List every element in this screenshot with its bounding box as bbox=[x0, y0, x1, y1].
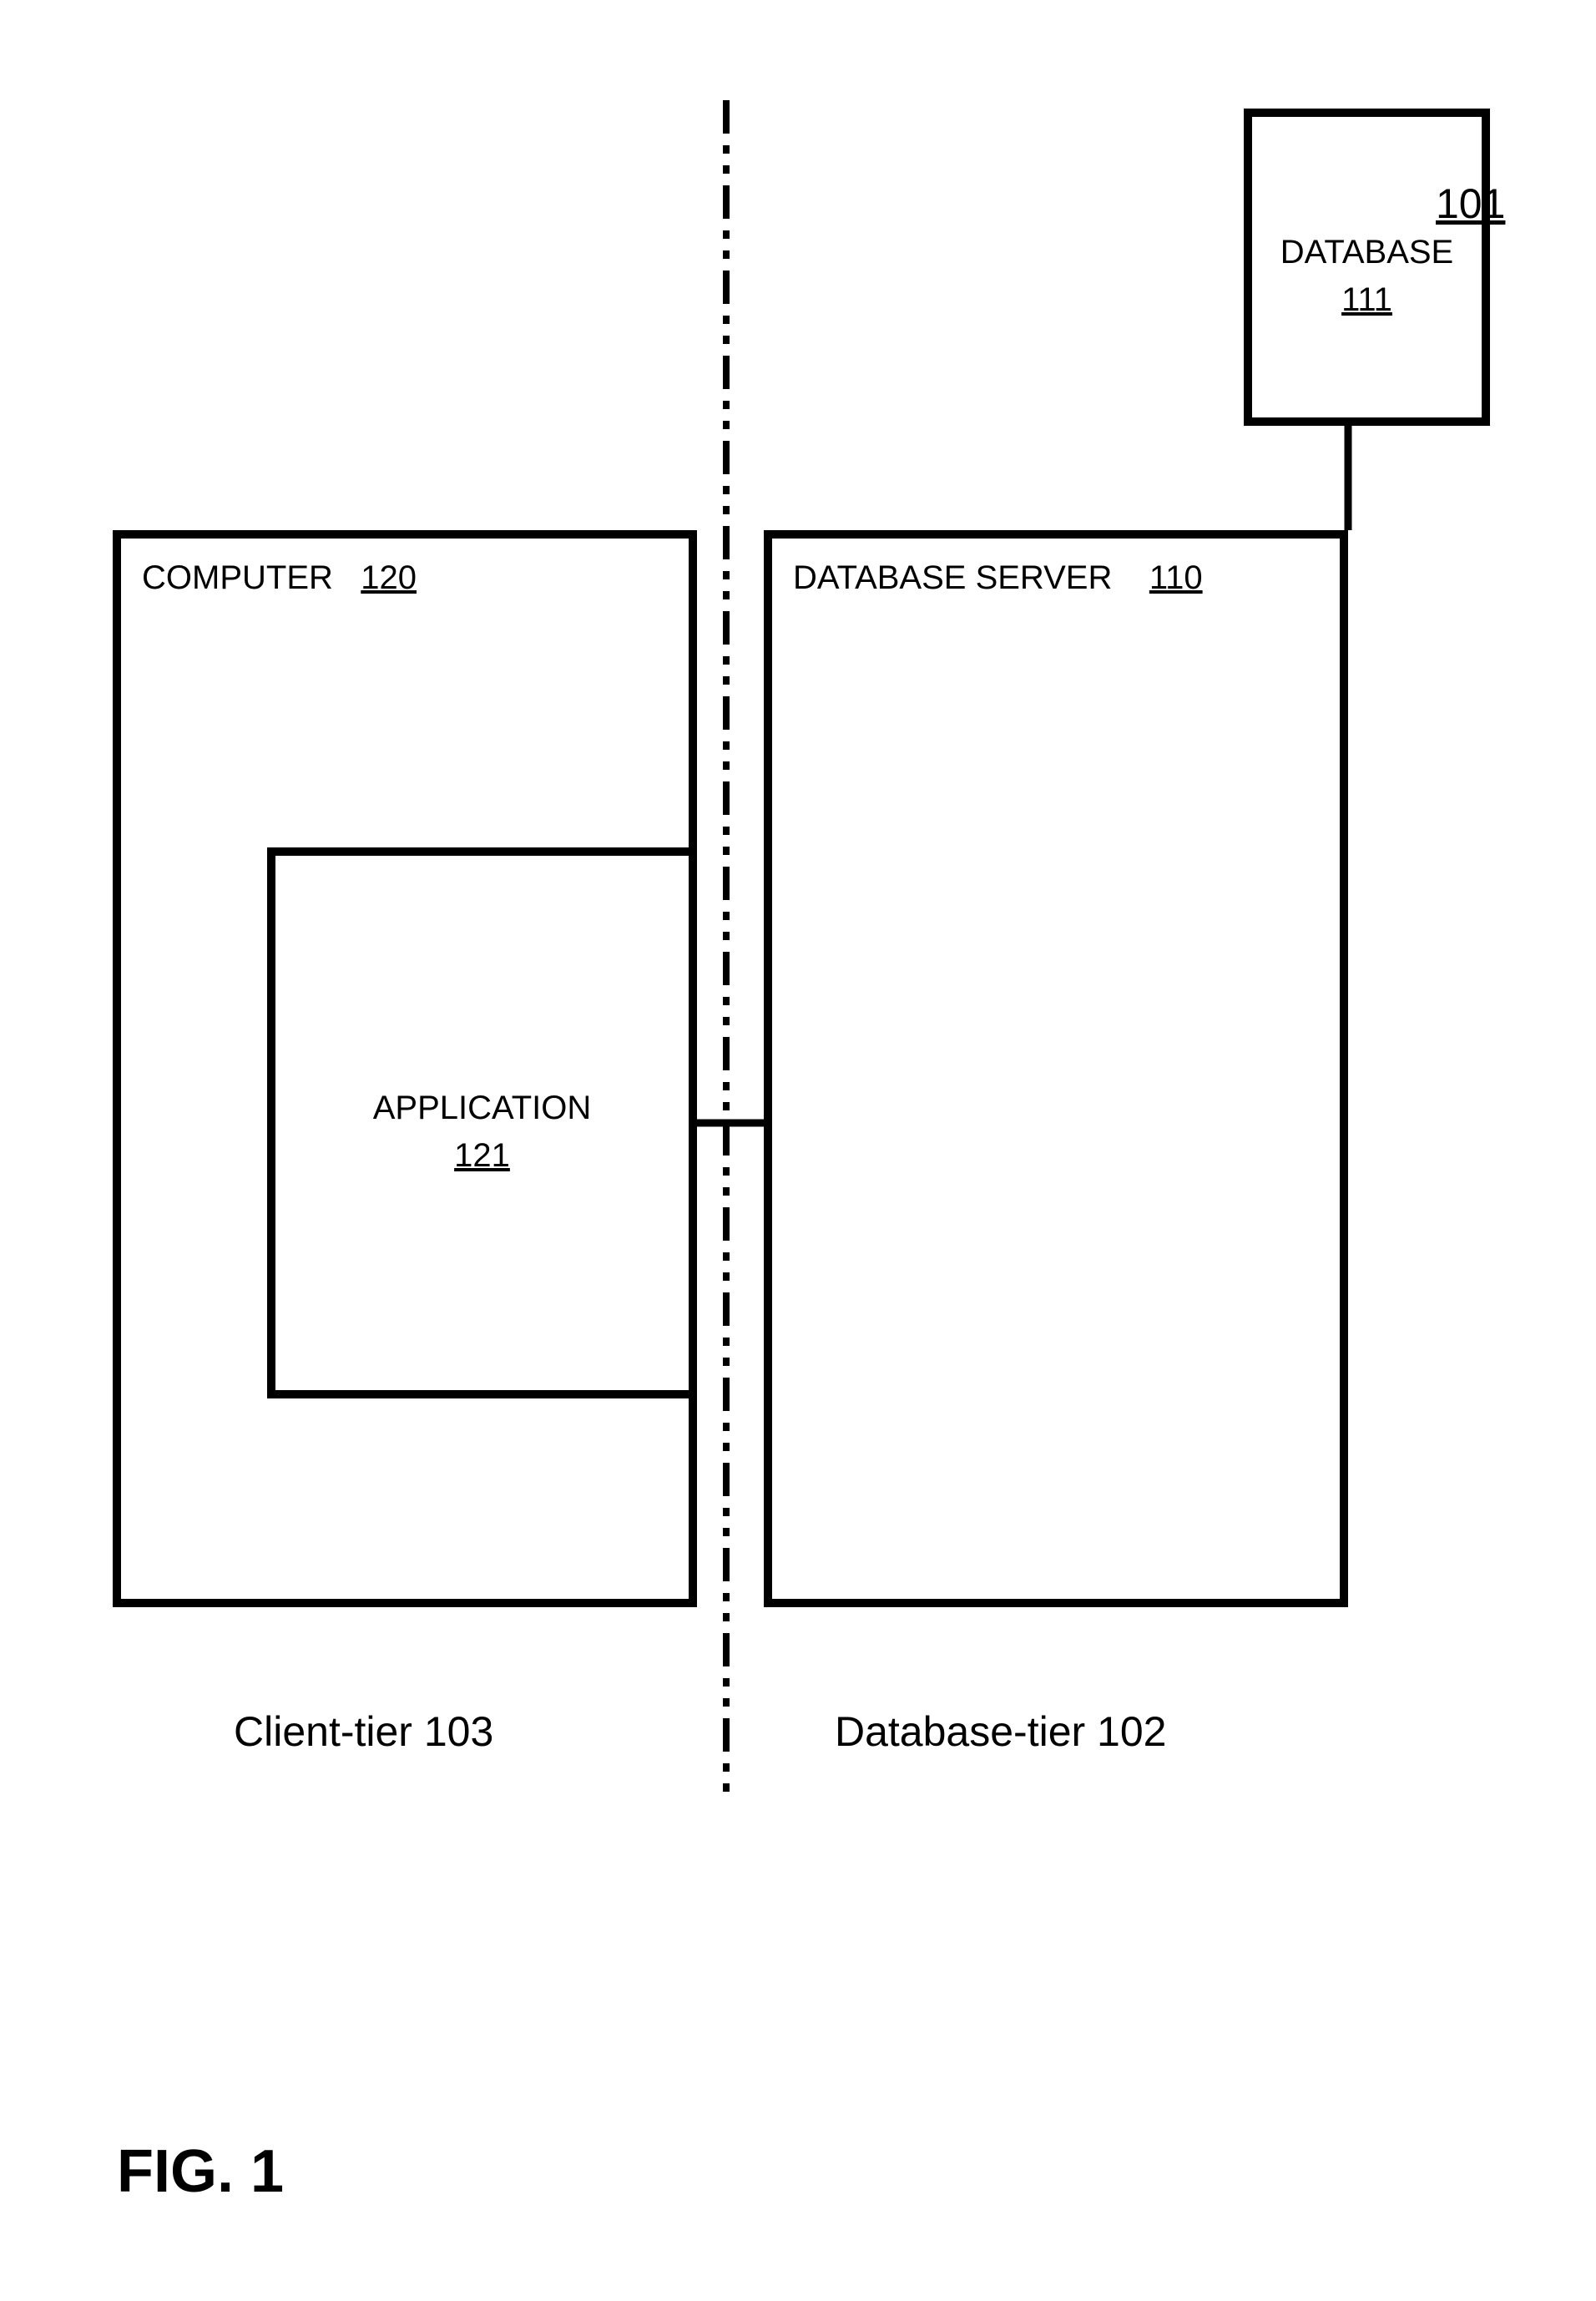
application-label: APPLICATION 121 bbox=[275, 1090, 689, 1175]
database-server-label-text: DATABASE SERVER bbox=[793, 559, 1112, 596]
system-ref-label: 101 bbox=[1436, 180, 1505, 228]
computer-ref: 120 bbox=[361, 559, 417, 596]
database-label-text: DATABASE bbox=[1252, 234, 1482, 271]
figure-title: FIG. 1 bbox=[117, 2137, 284, 2206]
database-ref: 111 bbox=[1341, 281, 1392, 319]
computer-label-text: COMPUTER bbox=[142, 559, 333, 596]
database-label: DATABASE 111 bbox=[1252, 234, 1482, 319]
application-ref: 121 bbox=[454, 1137, 510, 1175]
application-label-text: APPLICATION bbox=[275, 1090, 689, 1127]
computer-label: COMPUTER 120 bbox=[142, 559, 417, 597]
database-server-ref: 110 bbox=[1149, 559, 1203, 596]
database-box: DATABASE 111 bbox=[1244, 109, 1490, 426]
client-tier-label: Client-tier 103 bbox=[234, 1707, 493, 1756]
database-server-box: DATABASE SERVER 110 bbox=[764, 530, 1348, 1607]
figure-page: COMPUTER 120 APPLICATION 121 DATABASE SE… bbox=[0, 0, 1596, 2301]
database-server-label: DATABASE SERVER 110 bbox=[793, 559, 1203, 597]
database-tier-label: Database-tier 102 bbox=[835, 1707, 1166, 1756]
application-box: APPLICATION 121 bbox=[267, 847, 697, 1398]
